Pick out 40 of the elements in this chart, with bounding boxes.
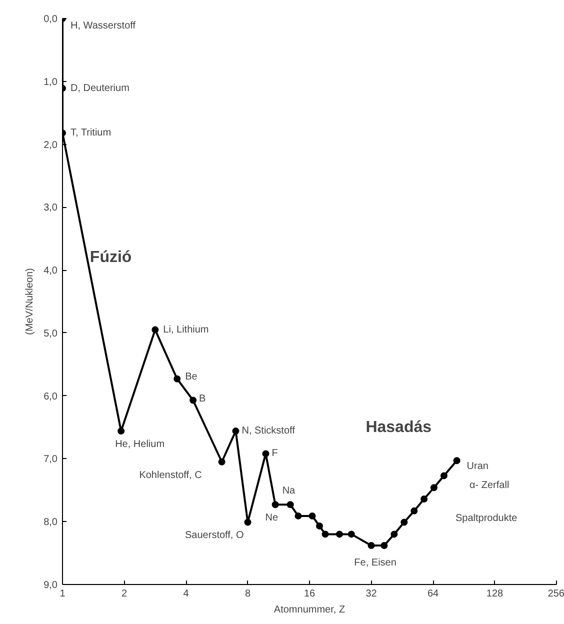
annotation: Fúzió [90, 248, 132, 266]
y-tick-label: 1,0 [44, 76, 58, 88]
x-tick-label: 128 [486, 588, 504, 600]
annotation: Hasadás [366, 418, 432, 436]
y-tick-label: 8,0 [44, 517, 58, 528]
annotation: Li, Lithium [163, 324, 209, 336]
y-tick-label: 6,0 [44, 391, 58, 402]
x-tick-label: 64 [427, 588, 439, 600]
x-axis-title: Atomnummer, Z [274, 604, 346, 616]
annotation: Spaltprodukte [456, 513, 518, 524]
x-tick-label: 32 [366, 588, 378, 600]
annotation: Na [282, 486, 296, 497]
x-tick-label: 2 [121, 588, 128, 600]
y-tick-label: 2,0 [44, 140, 58, 151]
annotation: Fe, Eisen [354, 558, 396, 569]
x-tick-label: 1 [60, 588, 66, 600]
y-tick-label: 0,0 [44, 14, 58, 25]
annotation: N, Stickstoff [242, 426, 296, 437]
y-tick-label: 3,0 [44, 202, 58, 214]
x-tick-label: 4 [183, 588, 190, 600]
y-axis-title: (MeV/Nukleon) [24, 268, 36, 335]
annotation: Ne [265, 512, 279, 524]
y-tick-label: 7,0 [44, 454, 58, 466]
y-tick-label: 4,0 [44, 266, 58, 277]
annotation: F [272, 448, 278, 460]
x-tick-label: 256 [548, 588, 564, 600]
y-tick-label: 5,0 [44, 328, 58, 340]
annotation: Sauerstoff, O [185, 530, 244, 542]
annotation: T, Tritium [70, 127, 112, 138]
x-tick-label: 8 [244, 588, 251, 600]
x-tick-label: 16 [304, 588, 316, 600]
annotation: α- Zerfall [470, 480, 510, 491]
y-tick-label: 9,0 [44, 580, 58, 591]
annotation: Uran [466, 461, 488, 472]
annotation: He, Helium [115, 439, 165, 450]
annotation: B [199, 394, 206, 405]
annotation: Kohlenstoff, C [139, 470, 202, 481]
annotation: Be [185, 371, 198, 382]
annotation: H, Wasserstoff [70, 20, 136, 32]
annotation: D, Deuterium [70, 82, 130, 94]
